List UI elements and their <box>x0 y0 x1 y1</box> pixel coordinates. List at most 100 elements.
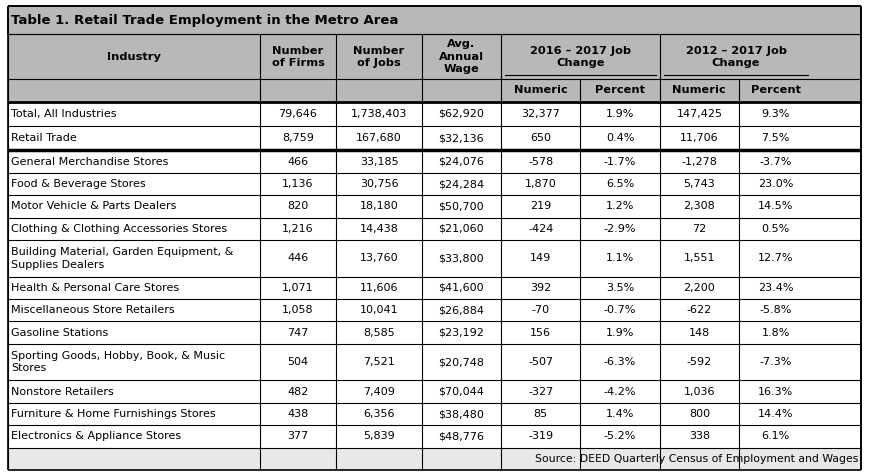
Text: $23,192: $23,192 <box>439 327 484 337</box>
Text: 23.4%: 23.4% <box>758 283 793 293</box>
Text: Miscellaneous Store Retailers: Miscellaneous Store Retailers <box>11 305 175 315</box>
Text: 338: 338 <box>689 431 710 441</box>
Text: Percent: Percent <box>595 86 645 96</box>
Text: $24,076: $24,076 <box>439 157 484 167</box>
Text: 482: 482 <box>288 387 308 397</box>
Text: Retail Trade: Retail Trade <box>11 133 76 143</box>
Text: 11,606: 11,606 <box>360 283 398 293</box>
Text: 14.5%: 14.5% <box>758 201 793 211</box>
Text: 3.5%: 3.5% <box>606 283 634 293</box>
Text: 79,646: 79,646 <box>279 109 317 119</box>
Bar <box>8 380 861 403</box>
Text: 7,521: 7,521 <box>363 357 395 367</box>
Text: 18,180: 18,180 <box>360 201 398 211</box>
Bar <box>8 447 861 470</box>
Text: 1,071: 1,071 <box>282 283 314 293</box>
Text: 1.2%: 1.2% <box>606 201 634 211</box>
Text: 6.1%: 6.1% <box>761 431 790 441</box>
Text: 156: 156 <box>530 327 551 337</box>
Text: 149: 149 <box>530 253 551 263</box>
Text: 1.4%: 1.4% <box>606 409 634 419</box>
Text: 11,706: 11,706 <box>680 133 719 143</box>
Text: 14.4%: 14.4% <box>758 409 793 419</box>
Text: 72: 72 <box>693 224 706 234</box>
Text: 32,377: 32,377 <box>521 109 561 119</box>
Text: -0.7%: -0.7% <box>604 305 636 315</box>
Text: Total, All Industries: Total, All Industries <box>11 109 116 119</box>
Text: Table 1. Retail Trade Employment in the Metro Area: Table 1. Retail Trade Employment in the … <box>11 14 398 27</box>
Text: Motor Vehicle & Parts Dealers: Motor Vehicle & Parts Dealers <box>11 201 176 211</box>
Text: 1.9%: 1.9% <box>606 327 634 337</box>
Text: -3.7%: -3.7% <box>760 157 792 167</box>
Text: 23.0%: 23.0% <box>758 179 793 189</box>
Text: Number
of Firms: Number of Firms <box>272 46 324 68</box>
Text: 800: 800 <box>689 409 710 419</box>
Text: 0.4%: 0.4% <box>606 133 634 143</box>
Text: 1,738,403: 1,738,403 <box>351 109 408 119</box>
Text: 10,041: 10,041 <box>360 305 398 315</box>
Text: Numeric: Numeric <box>673 86 726 96</box>
Text: 6,356: 6,356 <box>363 409 395 419</box>
Text: 1,136: 1,136 <box>282 179 314 189</box>
Text: Industry: Industry <box>107 52 161 62</box>
Text: -327: -327 <box>528 387 554 397</box>
Text: $32,136: $32,136 <box>439 133 484 143</box>
Text: -319: -319 <box>528 431 554 441</box>
Text: -2.9%: -2.9% <box>604 224 636 234</box>
Text: $70,044: $70,044 <box>439 387 484 397</box>
Text: 85: 85 <box>534 409 547 419</box>
Text: $20,748: $20,748 <box>438 357 484 367</box>
Text: $41,600: $41,600 <box>439 283 484 293</box>
Text: 5,743: 5,743 <box>684 179 715 189</box>
Text: 747: 747 <box>288 327 308 337</box>
Text: Furniture & Home Furnishings Stores: Furniture & Home Furnishings Stores <box>11 409 216 419</box>
Text: 392: 392 <box>530 283 551 293</box>
Text: -1.7%: -1.7% <box>604 157 636 167</box>
Bar <box>8 403 861 425</box>
Bar <box>8 299 861 321</box>
Bar <box>8 277 861 299</box>
Text: $62,920: $62,920 <box>439 109 484 119</box>
Text: 1,058: 1,058 <box>282 305 314 315</box>
Text: -592: -592 <box>687 357 712 367</box>
Text: $48,776: $48,776 <box>438 431 484 441</box>
Text: 16.3%: 16.3% <box>758 387 793 397</box>
Text: -507: -507 <box>528 357 554 367</box>
Text: $38,480: $38,480 <box>439 409 484 419</box>
Text: -424: -424 <box>528 224 554 234</box>
Text: -70: -70 <box>532 305 550 315</box>
Text: 438: 438 <box>288 409 308 419</box>
Text: Number
of Jobs: Number of Jobs <box>354 46 405 68</box>
Bar <box>8 102 861 126</box>
Bar <box>8 240 861 277</box>
Text: 650: 650 <box>530 133 551 143</box>
Text: 377: 377 <box>288 431 308 441</box>
Text: General Merchandise Stores: General Merchandise Stores <box>11 157 169 167</box>
Bar <box>8 425 861 447</box>
Text: -5.2%: -5.2% <box>604 431 636 441</box>
Text: -578: -578 <box>528 157 554 167</box>
Text: 7,409: 7,409 <box>363 387 395 397</box>
Text: Nonstore Retailers: Nonstore Retailers <box>11 387 114 397</box>
Text: 1.9%: 1.9% <box>606 109 634 119</box>
Text: 8,759: 8,759 <box>282 133 314 143</box>
Text: 446: 446 <box>288 253 308 263</box>
Text: 1,551: 1,551 <box>684 253 715 263</box>
Bar <box>8 218 861 240</box>
Text: 1.8%: 1.8% <box>761 327 790 337</box>
Text: 466: 466 <box>288 157 308 167</box>
Bar <box>8 150 861 173</box>
Text: 167,680: 167,680 <box>356 133 402 143</box>
Text: 12.7%: 12.7% <box>758 253 793 263</box>
Text: 1,216: 1,216 <box>282 224 314 234</box>
Text: 1,036: 1,036 <box>684 387 715 397</box>
Bar <box>8 321 861 344</box>
Text: Source: DEED Quarterly Census of Employment and Wages: Source: DEED Quarterly Census of Employm… <box>534 454 858 464</box>
Text: 0.5%: 0.5% <box>761 224 790 234</box>
Text: 504: 504 <box>288 357 308 367</box>
Text: 33,185: 33,185 <box>360 157 398 167</box>
Bar <box>8 344 861 380</box>
Text: Electronics & Appliance Stores: Electronics & Appliance Stores <box>11 431 181 441</box>
Text: $26,884: $26,884 <box>438 305 484 315</box>
Text: $24,284: $24,284 <box>438 179 484 189</box>
